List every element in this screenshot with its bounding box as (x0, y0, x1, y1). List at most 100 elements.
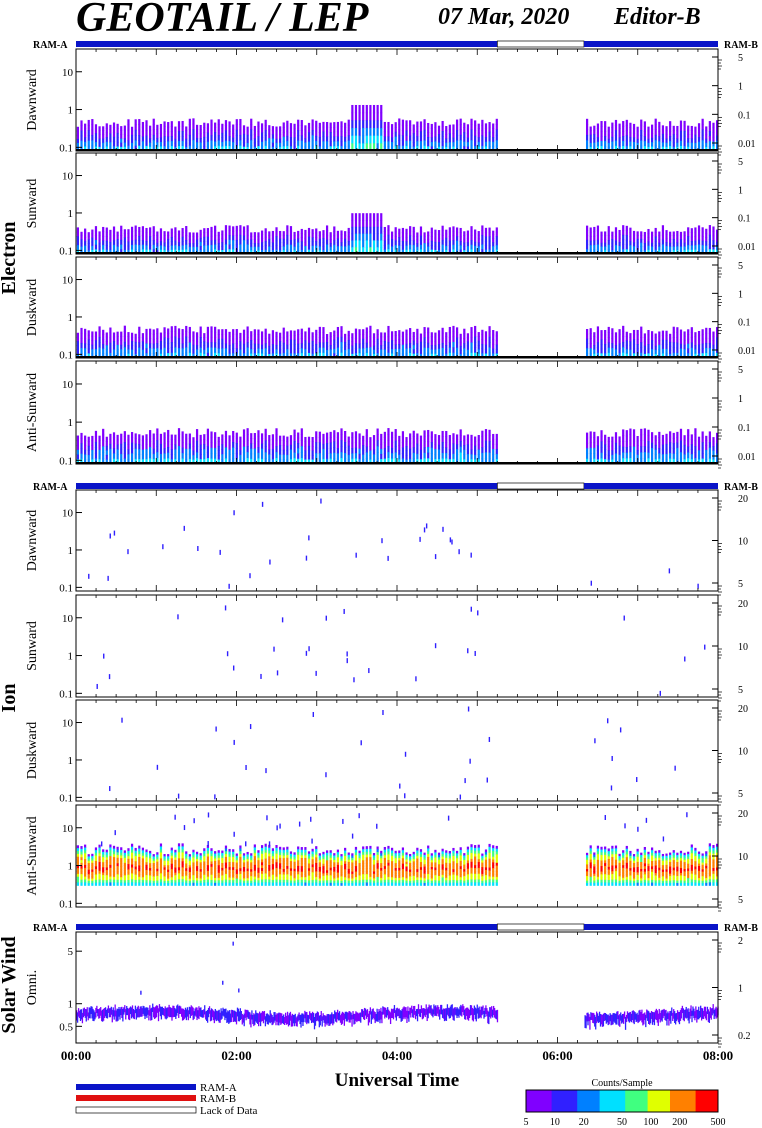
spectrum-cell (448, 332, 451, 338)
spectrum-cell (264, 328, 267, 335)
spectrum-cell (203, 236, 206, 242)
spectrum-cell (344, 337, 347, 343)
spectrum-cell (134, 135, 137, 141)
spectrum-cell (210, 140, 213, 147)
spectrum-cell (362, 135, 365, 144)
spectrum-cell (466, 128, 470, 134)
spectrum-cell (185, 453, 188, 460)
spectrum-cell (423, 430, 426, 437)
spectrum-cell (611, 242, 614, 248)
spectrum-cell (127, 241, 130, 247)
spectrum-cell (640, 428, 643, 436)
spectrum-cell (636, 231, 639, 236)
spectrum-cell (188, 858, 191, 862)
spectrum-cell (647, 353, 650, 359)
spectrum-cell (279, 142, 282, 148)
spectrum-cell (112, 871, 116, 875)
spectrum-cell (120, 871, 123, 875)
spectrum-cell (488, 435, 491, 442)
spectrum-cell (130, 849, 134, 854)
spectrum-cell (437, 435, 441, 441)
spectrum-cell (604, 126, 607, 132)
spectrum-cell (481, 225, 484, 231)
spectrum-cell (455, 227, 459, 233)
y-tick-label-right: 0.1 (738, 318, 751, 329)
spectrum-cell (105, 859, 108, 863)
spectrum-cell (185, 858, 188, 862)
spectrum-cell (102, 138, 105, 144)
spectrum-cell (195, 440, 199, 448)
spectrum-cell (145, 328, 148, 335)
spectrum-cell (600, 452, 603, 459)
spectrum-cell (242, 235, 246, 241)
spectrum-cell (650, 344, 654, 350)
spectrum-cell (427, 429, 430, 437)
spectrum-cell (149, 860, 152, 864)
spectrum-cell (91, 862, 94, 866)
spectrum-cell (109, 241, 112, 247)
spectrum-cell (127, 340, 130, 346)
spectrum-cell (481, 145, 484, 152)
spectrum-cell (170, 228, 173, 234)
spectrum-cell (159, 867, 163, 871)
spectrum-cell (665, 230, 668, 235)
spectrum-cell (658, 349, 661, 355)
spectrum-cell (203, 434, 206, 440)
spectrum-cell (354, 143, 358, 152)
spectrum-cell (271, 439, 275, 445)
spectrum-cell (163, 337, 166, 344)
spectrum-cell (380, 240, 383, 248)
spectrum-cell (611, 141, 614, 147)
spectrum-cell (170, 232, 173, 238)
spectrum-cell (279, 332, 282, 338)
spectrum-cell (434, 345, 437, 351)
spectrum-cell (441, 436, 444, 443)
spectrum-cell (427, 337, 430, 344)
spectrum-cell (250, 344, 253, 350)
spectrum-cell (282, 445, 285, 451)
spectrum-cell (282, 234, 285, 240)
spectrum-cell (632, 452, 636, 459)
spectrum-cell (333, 441, 336, 448)
spectrum-cell (76, 862, 80, 866)
spectrum-cell (145, 882, 148, 886)
spectrum-cell (390, 124, 394, 130)
spectrum-cell (84, 237, 87, 242)
spectrum-cell (275, 240, 278, 246)
spectrum-cell (430, 128, 433, 134)
spectrum-cell (690, 125, 693, 131)
spectrum-cell (322, 327, 325, 333)
spectrum-cell (152, 854, 155, 857)
spectrum-cell (286, 344, 289, 350)
spectrum-cell (94, 877, 98, 881)
spectrum-cell (694, 245, 697, 251)
spectrum-cell (387, 131, 390, 137)
spectrum-cell (192, 455, 195, 461)
spectrum-cell (466, 137, 470, 143)
spectrum-cell (307, 127, 311, 133)
spectrum-cell (390, 331, 394, 337)
spectrum-cell (687, 343, 690, 349)
spectrum-cell (394, 146, 397, 152)
spectrum-cell (643, 458, 646, 465)
spectrum-cell (145, 145, 148, 152)
spectrum-cell (275, 245, 278, 251)
spectrum-cell (152, 235, 155, 241)
spectrum-cell (275, 428, 278, 435)
spectrum-cell (275, 434, 278, 441)
spectrum-cell (362, 445, 365, 451)
count-mark (305, 555, 308, 561)
spectrum-cell (455, 327, 459, 333)
spectrum-cell (481, 234, 484, 241)
spectrum-cell (311, 450, 314, 456)
count-mark (183, 525, 185, 531)
spectrum-cell (304, 335, 307, 341)
spectrum-cell (679, 339, 683, 345)
spectrum-cell (470, 235, 473, 241)
spectrum-cell (701, 353, 704, 359)
spectrum-cell (87, 130, 90, 136)
spectrum-cell (84, 853, 87, 857)
spectrum-cell (80, 327, 83, 334)
spectrum-cell (679, 120, 683, 127)
spectrum-cell (163, 883, 166, 886)
